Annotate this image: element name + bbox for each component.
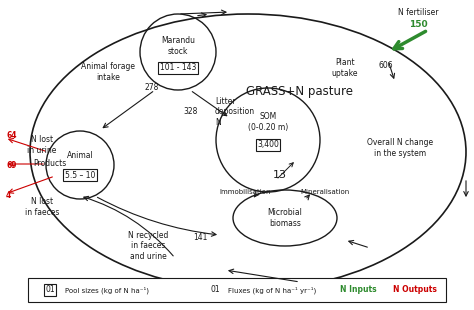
Text: 01: 01 [45,286,55,294]
Text: N lost
in faeces: N lost in faeces [25,197,59,217]
Text: Microbial
biomass: Microbial biomass [267,208,302,228]
Text: N fertiliser: N fertiliser [398,8,438,17]
Text: 278: 278 [145,82,159,91]
Text: 141: 141 [193,233,207,242]
Text: SOM
(0-0.20 m): SOM (0-0.20 m) [248,112,288,132]
Text: 328: 328 [183,108,198,117]
Text: 150: 150 [409,20,428,29]
Text: Products: Products [33,158,67,167]
Text: Fluxes (kg of N ha⁻¹ yr⁻¹): Fluxes (kg of N ha⁻¹ yr⁻¹) [228,286,316,294]
Text: N recycled
in faeces
and urine: N recycled in faeces and urine [128,231,168,261]
Text: Litter
deposition
N: Litter deposition N [215,97,255,127]
Text: Overall N change
in the system: Overall N change in the system [367,138,433,158]
Text: 69: 69 [7,161,17,170]
Text: N Outputs: N Outputs [393,286,437,294]
Text: 5.5 – 10: 5.5 – 10 [65,170,95,179]
Text: 01: 01 [210,286,220,294]
Text: Immobilisation: Immobilisation [219,189,271,195]
Text: Pool sizes (kg of N ha⁻¹): Pool sizes (kg of N ha⁻¹) [65,286,149,294]
Text: 4: 4 [5,192,10,201]
Text: 64: 64 [7,131,17,140]
Text: GRASS+N pasture: GRASS+N pasture [246,86,354,99]
Text: Mineralisation: Mineralisation [301,189,350,195]
Text: 101 - 143: 101 - 143 [160,64,196,73]
Text: 13: 13 [273,170,287,180]
Text: N Inputs: N Inputs [340,286,376,294]
Text: N lost
in urine: N lost in urine [27,135,57,155]
Text: 3,400: 3,400 [257,140,279,149]
Text: Animal forage
intake: Animal forage intake [81,62,135,82]
Text: Animal: Animal [67,150,93,160]
FancyBboxPatch shape [28,278,446,302]
Text: 606: 606 [379,60,393,69]
Text: Plant
uptake: Plant uptake [332,58,358,78]
Text: Marandu
stock: Marandu stock [161,36,195,56]
